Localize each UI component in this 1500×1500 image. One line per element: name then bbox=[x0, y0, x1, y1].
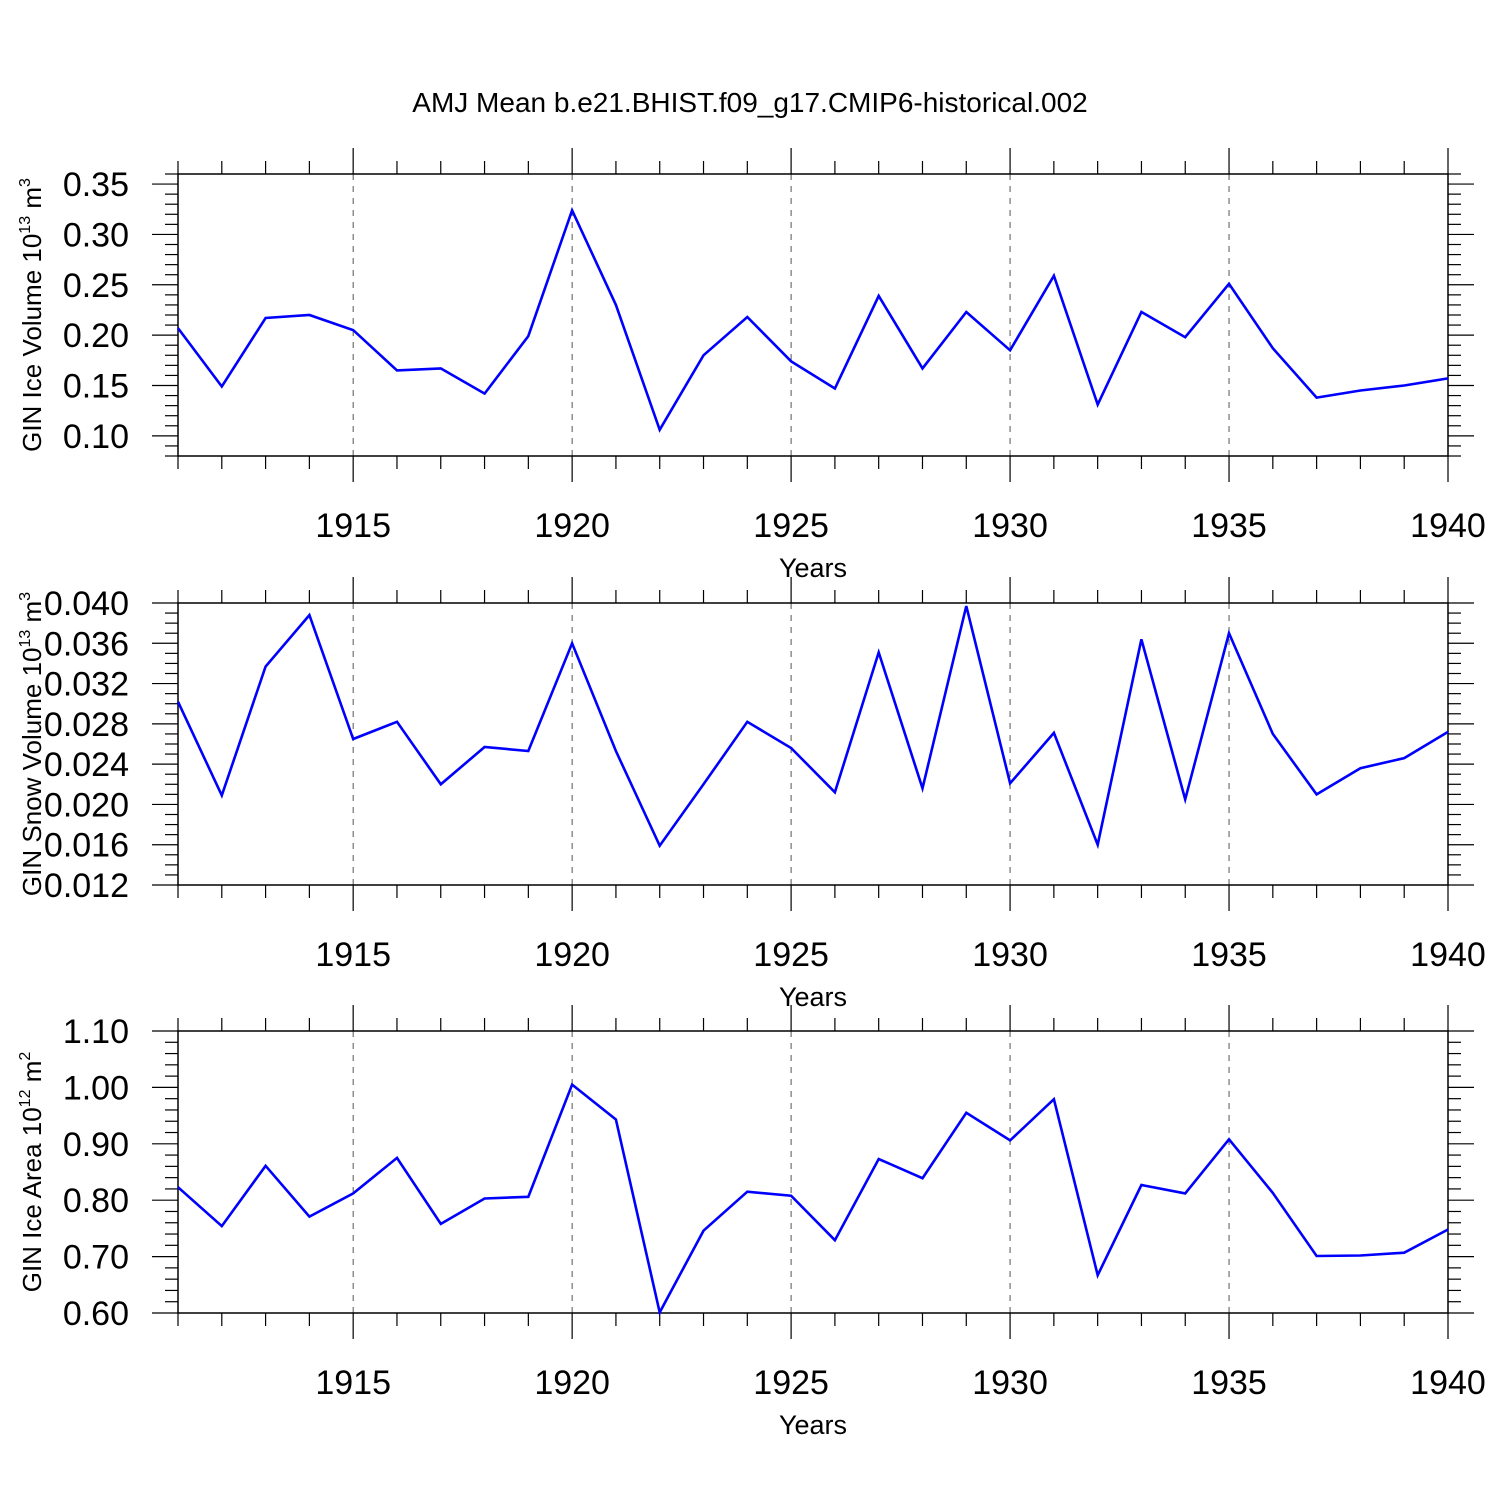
y-tick-label: 0.30 bbox=[63, 216, 129, 254]
y-tick-label: 0.20 bbox=[63, 317, 129, 355]
y-tick-label: 0.80 bbox=[63, 1182, 129, 1220]
x-tick-label: 1940 bbox=[1410, 936, 1486, 974]
x-axis-label: Years bbox=[779, 982, 847, 1012]
y-axis-label-unit-exponent: 3 bbox=[17, 592, 34, 601]
y-tick-label: 0.036 bbox=[44, 625, 129, 663]
y-axis-label-exponent: 12 bbox=[17, 1089, 34, 1107]
x-tick-label: 1935 bbox=[1191, 936, 1267, 974]
y-axis-label-unit: m bbox=[17, 187, 47, 216]
x-tick-label: 1920 bbox=[534, 936, 610, 974]
y-tick-label: 0.10 bbox=[63, 418, 129, 456]
plot-frame bbox=[177, 1030, 1449, 1314]
y-tick-label: 0.024 bbox=[44, 746, 129, 784]
x-tick-label: 1920 bbox=[534, 507, 610, 545]
y-axis-label-exponent: 13 bbox=[17, 630, 34, 648]
x-tick-label: 1915 bbox=[315, 936, 391, 974]
y-axis-label: GIN Ice Area 1012 m2 bbox=[17, 1052, 47, 1293]
y-tick-label: 0.90 bbox=[63, 1126, 129, 1164]
x-tick-label: 1930 bbox=[972, 936, 1048, 974]
y-tick-label: 1.10 bbox=[63, 1013, 129, 1051]
series-line bbox=[176, 605, 1449, 850]
x-axis-label: Years bbox=[779, 553, 847, 583]
series-line bbox=[177, 1082, 1449, 1317]
chart-panel-1: 1915 1920 1925 1930 1935 1940 Years 0.10 0.15 0.2… bbox=[17, 148, 1486, 583]
x-tick-label: 1925 bbox=[753, 507, 829, 545]
y-tick-label: 0.040 bbox=[44, 585, 129, 623]
y-tick-label: 0.25 bbox=[63, 267, 129, 305]
x-tick-label: 1925 bbox=[753, 936, 829, 974]
y-axis-label: GIN Ice Volume 1013 m3 bbox=[17, 178, 47, 452]
x-tick-label: 1930 bbox=[972, 507, 1048, 545]
y-tick-label: 0.15 bbox=[63, 368, 129, 406]
x-tick-label: 1935 bbox=[1191, 1364, 1267, 1402]
chart-panel-2: 1915 1920 1925 1930 1935 1940Years0.0120.0160… bbox=[17, 577, 1486, 1012]
y-axis-label-text: GIN Snow Volume 10 bbox=[17, 648, 47, 897]
x-tick-label: 1920 bbox=[534, 1364, 610, 1402]
x-tick-label: 1940 bbox=[1410, 1364, 1486, 1402]
y-tick-label: 0.012 bbox=[44, 867, 129, 905]
series-line bbox=[176, 206, 1449, 433]
y-tick-label: 0.60 bbox=[63, 1295, 129, 1333]
x-tick-label: 1915 bbox=[315, 507, 391, 545]
y-axis-label-unit: m bbox=[17, 1061, 47, 1090]
y-axis-label-unit-exponent: 3 bbox=[17, 178, 34, 187]
panels: 1915 1920 1925 1930 1935 1940 Years 0.10 0.15 0.2… bbox=[17, 148, 1486, 1440]
x-tick-label: 1930 bbox=[972, 1364, 1048, 1402]
y-tick-label: 0.028 bbox=[44, 706, 129, 744]
y-tick-label: 0.016 bbox=[44, 827, 129, 865]
y-tick-label: 0.020 bbox=[44, 786, 129, 824]
x-tick-label: 1935 bbox=[1191, 507, 1267, 545]
x-tick-label: 1925 bbox=[753, 1364, 829, 1402]
y-axis-label: GIN Snow Volume 1013 m3 bbox=[17, 592, 47, 896]
y-axis-label-unit-exponent: 2 bbox=[17, 1052, 34, 1061]
x-tick-label: 1940 bbox=[1410, 507, 1486, 545]
chart-panel-3: 1915 1920 1925 1930 1935 1940 Years 0.60 0.70 0.8… bbox=[17, 1005, 1486, 1440]
y-axis-label-exponent: 13 bbox=[17, 216, 34, 234]
y-tick-label: 1.00 bbox=[63, 1069, 129, 1107]
y-axis-label-unit: m bbox=[17, 601, 47, 630]
y-axis-label-text: GIN Ice Area 10 bbox=[17, 1107, 47, 1292]
x-tick-label: 1915 bbox=[315, 1364, 391, 1402]
y-tick-label: 0.032 bbox=[44, 666, 129, 704]
y-axis-label-text: GIN Ice Volume 10 bbox=[17, 234, 47, 452]
y-tick-label: 0.70 bbox=[63, 1239, 129, 1277]
y-tick-label: 0.35 bbox=[63, 166, 129, 204]
x-axis-label: Years bbox=[779, 1410, 847, 1440]
figure-title: AMJ Mean b.e21.BHIST.f09_g17.CMIP6-histo… bbox=[412, 87, 1087, 118]
